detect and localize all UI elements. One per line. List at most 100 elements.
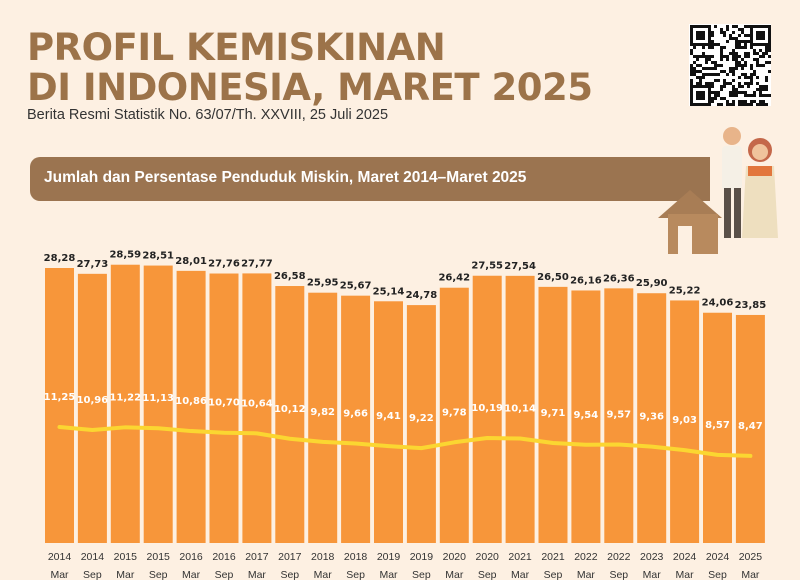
qr-code-icon [689, 24, 771, 106]
bar [538, 286, 568, 543]
bar [45, 268, 74, 543]
line-value-label: 8,57 [705, 420, 730, 431]
line-value-label: 9,78 [442, 407, 467, 418]
line-value-label: 10,70 [208, 398, 240, 409]
x-tick-period: Sep [544, 569, 563, 580]
x-tick-period: Sep [149, 569, 168, 580]
line-value-label: 11,13 [142, 393, 174, 404]
x-tick-year: 2019 [410, 551, 434, 563]
x-tick-year: 2022 [607, 551, 631, 563]
bar-value-label: 27,76 [208, 259, 240, 270]
x-tick-period: Sep [708, 569, 727, 580]
bar-value-label: 27,55 [471, 261, 503, 272]
bar-value-label: 28,28 [44, 253, 76, 264]
line-value-label: 10,96 [77, 395, 109, 406]
subtitle: Berita Resmi Statistik No. 63/07/Th. XXV… [27, 107, 389, 123]
bar [374, 301, 403, 543]
bar-value-label: 25,90 [636, 278, 668, 289]
line-value-label: 9,41 [376, 411, 401, 422]
x-tick-year: 2014 [48, 551, 72, 563]
line-value-label: 10,19 [471, 403, 503, 414]
bar [242, 273, 272, 543]
line-value-label: 9,03 [672, 415, 697, 426]
x-tick-year: 2018 [311, 551, 335, 563]
x-tick-period: Mar [116, 569, 135, 580]
bar [703, 312, 732, 543]
bar [472, 275, 502, 543]
bar-value-label: 24,78 [406, 290, 438, 301]
x-tick-year: 2025 [739, 551, 763, 563]
x-tick-year: 2024 [706, 551, 730, 563]
x-tick-period: Mar [50, 569, 69, 580]
bar-value-label: 27,77 [241, 258, 273, 269]
line-value-label: 9,82 [310, 407, 335, 418]
x-tick-year: 2024 [673, 551, 697, 563]
x-tick-period: Mar [741, 569, 760, 580]
x-tick-year: 2023 [640, 551, 664, 563]
bar [77, 273, 107, 543]
percentage-line [57, 425, 753, 458]
x-tick-period: Sep [83, 569, 102, 580]
line-value-label: 9,54 [574, 410, 599, 421]
elderly-couple-house-icon [658, 127, 778, 254]
bar [275, 286, 305, 543]
line-value-label: 9,36 [639, 412, 664, 423]
bar-value-label: 27,73 [77, 259, 109, 270]
bar [637, 293, 667, 543]
bar [341, 295, 371, 543]
x-tick-period: Mar [248, 569, 267, 580]
bar [143, 265, 173, 543]
x-tick-year: 2017 [245, 551, 269, 563]
x-tick-year: 2020 [476, 551, 500, 563]
bar-value-label: 23,85 [735, 300, 767, 311]
line-value-label: 9,66 [343, 409, 368, 420]
bar-value-label: 26,42 [438, 273, 470, 284]
x-tick-year: 2014 [81, 551, 105, 563]
page-title: PROFIL KEMISKINAN DI INDONESIA, MARET 20… [27, 28, 593, 108]
line-value-label: 10,64 [241, 398, 273, 409]
x-tick-year: 2021 [541, 551, 565, 563]
line-value-label: 10,86 [175, 396, 207, 407]
x-tick-period: Sep [609, 569, 628, 580]
bar [406, 305, 436, 543]
x-tick-period: Mar [676, 569, 695, 580]
bar [670, 300, 700, 543]
bar-value-label: 24,06 [702, 298, 734, 309]
x-tick-year: 2015 [114, 551, 138, 563]
x-tick-period: Sep [478, 569, 497, 580]
bar [505, 275, 535, 543]
x-tick-period: Sep [346, 569, 365, 580]
x-tick-year: 2016 [212, 551, 236, 563]
x-tick-period: Mar [445, 569, 464, 580]
line-value-label: 10,12 [274, 404, 306, 415]
bar-value-label: 26,50 [537, 272, 569, 283]
bar-value-label: 26,16 [570, 275, 602, 286]
bar [571, 290, 601, 543]
line-value-label: 10,14 [504, 404, 536, 415]
title-line-2: DI INDONESIA, MARET 2025 [27, 66, 593, 109]
x-tick-year: 2015 [147, 551, 171, 563]
x-tick-period: Sep [215, 569, 234, 580]
x-tick-period: Mar [577, 569, 596, 580]
line-value-label: 9,71 [541, 408, 566, 419]
x-tick-period: Mar [511, 569, 530, 580]
line-value-label: 11,22 [109, 392, 141, 403]
bar-value-label: 27,54 [504, 261, 536, 272]
x-tick-period: Mar [314, 569, 333, 580]
bar-value-label: 26,36 [603, 273, 635, 284]
bar-value-label: 28,51 [142, 251, 174, 262]
bar-value-label: 28,01 [175, 256, 207, 267]
chart-title-banner: Jumlah dan Persentase Penduduk Miskin, M… [30, 157, 710, 201]
bar [735, 314, 765, 543]
bar-value-label: 25,67 [340, 281, 372, 292]
line-value-label: 9,22 [409, 413, 434, 424]
x-tick-period: Sep [412, 569, 431, 580]
x-tick-period: Sep [280, 569, 299, 580]
bar-value-label: 26,58 [274, 271, 306, 282]
x-tick-year: 2019 [377, 551, 401, 563]
chart-title: Jumlah dan Persentase Penduduk Miskin, M… [44, 169, 527, 186]
x-tick-year: 2020 [443, 551, 467, 563]
x-tick-period: Mar [643, 569, 662, 580]
bar [176, 270, 206, 543]
